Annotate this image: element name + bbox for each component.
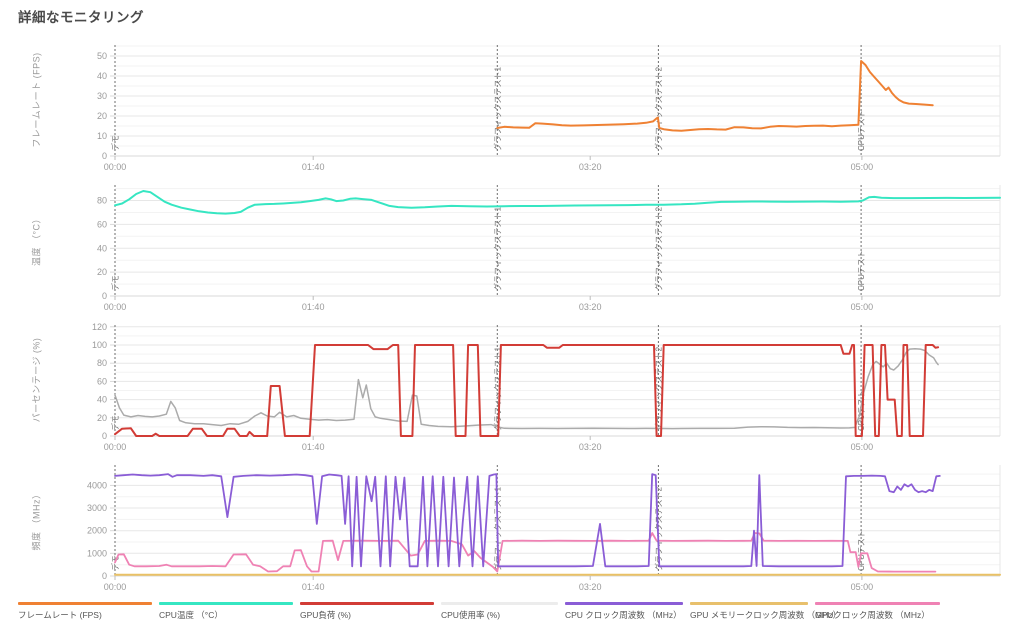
svg-text:03:20: 03:20 xyxy=(579,582,602,592)
legend-color-bar xyxy=(18,602,152,605)
page-title: 詳細なモニタリング xyxy=(18,10,144,25)
svg-text:グラフィックステスト1: グラフィックステスト1 xyxy=(492,66,502,151)
svg-text:50: 50 xyxy=(97,51,107,61)
legend-color-bar xyxy=(690,602,808,605)
svg-text:05:00: 05:00 xyxy=(851,162,874,172)
svg-text:40: 40 xyxy=(97,395,107,405)
svg-text:10: 10 xyxy=(97,131,107,141)
svg-text:00:00: 00:00 xyxy=(104,582,127,592)
svg-text:00:00: 00:00 xyxy=(104,442,127,452)
svg-text:20: 20 xyxy=(97,267,107,277)
svg-text:1000: 1000 xyxy=(87,548,107,558)
svg-text:3000: 3000 xyxy=(87,503,107,513)
svg-text:4000: 4000 xyxy=(87,480,107,490)
svg-text:01:40: 01:40 xyxy=(302,442,325,452)
legend-item-label: フレームレート (FPS) xyxy=(18,610,102,620)
legend-item-1[interactable]: CPU温度 （°C） xyxy=(159,602,293,621)
legend-item-label: CPU クロック周波数 （MHz） xyxy=(565,610,682,620)
temperature-plot[interactable]: 0 20 40 60 80 00:00 01:40 03:20 05:00 デモ グラフィックステス… xyxy=(0,182,1023,322)
temperature-chart-row: 温度 （°C） 0 20 40 60 80 00:00 01:40 03:20 05:00 デモグ… xyxy=(0,182,1023,322)
svg-text:CPUテスト: CPUテスト xyxy=(857,110,866,151)
percentage-chart-row: パーセンテージ (%) 0 20 40 60 80 100 120 00:00 01:40 03:… xyxy=(0,322,1023,462)
svg-text:05:00: 05:00 xyxy=(851,582,874,592)
svg-text:CPUテスト: CPUテスト xyxy=(857,390,866,431)
framerate-plot[interactable]: 0 10 20 30 40 50 00:00 01:40 03:20 05:00 デモ グラフィックス… xyxy=(0,42,1023,182)
legend-color-bar xyxy=(441,602,558,605)
percentage-plot[interactable]: 0 20 40 60 80 100 120 00:00 01:40 03:20 05:00 デモ グラフ… xyxy=(0,322,1023,462)
svg-text:03:20: 03:20 xyxy=(579,442,602,452)
legend-item-6[interactable]: GPUクロック周波数 （MHz） xyxy=(815,602,940,621)
svg-text:CPUテスト: CPUテスト xyxy=(857,530,866,571)
svg-text:0: 0 xyxy=(102,151,107,161)
legend-item-2[interactable]: GPU負荷 (%) xyxy=(300,602,434,621)
svg-text:グラフィックステスト2: グラフィックステスト2 xyxy=(653,206,663,291)
svg-text:60: 60 xyxy=(97,219,107,229)
chart-legend: フレームレート (FPS) CPU温度 （°C） GPU負荷 (%) CPU使用率 (… xyxy=(18,602,1008,626)
svg-text:01:40: 01:40 xyxy=(302,162,325,172)
legend-item-label: CPU使用率 (%) xyxy=(441,610,501,620)
svg-text:05:00: 05:00 xyxy=(851,442,874,452)
svg-text:00:00: 00:00 xyxy=(104,302,127,312)
svg-text:30: 30 xyxy=(97,91,107,101)
frequency-chart-row: 頻度 （MHz） 0 1000 2000 3000 4000 00:00 01:40 03:2… xyxy=(0,462,1023,602)
legend-item-label: CPU温度 （°C） xyxy=(159,610,223,620)
svg-text:デモ: デモ xyxy=(110,135,120,151)
svg-text:0: 0 xyxy=(102,431,107,441)
legend-item-3[interactable]: CPU使用率 (%) xyxy=(441,602,558,621)
svg-text:05:00: 05:00 xyxy=(851,302,874,312)
svg-text:20: 20 xyxy=(97,413,107,423)
legend-color-bar xyxy=(815,602,940,605)
svg-text:グラフィックステスト2: グラフィックステスト2 xyxy=(653,346,663,431)
legend-color-bar xyxy=(300,602,434,605)
svg-text:0: 0 xyxy=(102,291,107,301)
svg-text:デモ: デモ xyxy=(110,275,120,291)
legend-color-bar xyxy=(565,602,683,605)
svg-text:01:40: 01:40 xyxy=(302,582,325,592)
legend-item-4[interactable]: CPU クロック周波数 （MHz） xyxy=(565,602,683,621)
svg-text:120: 120 xyxy=(92,322,107,332)
svg-text:03:20: 03:20 xyxy=(579,162,602,172)
svg-text:グラフィックステスト1: グラフィックステスト1 xyxy=(492,206,502,291)
svg-text:80: 80 xyxy=(97,358,107,368)
legend-color-bar xyxy=(159,602,293,605)
svg-text:グラフィックステスト2: グラフィックステスト2 xyxy=(653,66,663,151)
svg-text:0: 0 xyxy=(102,571,107,581)
svg-text:2000: 2000 xyxy=(87,526,107,536)
svg-text:CPUテスト: CPUテスト xyxy=(857,250,866,291)
legend-item-label: GPU負荷 (%) xyxy=(300,610,352,620)
svg-text:00:00: 00:00 xyxy=(104,162,127,172)
svg-text:40: 40 xyxy=(97,243,107,253)
framerate-chart-row: フレームレート (FPS) 0 10 20 30 40 50 00:00 01:40 03:20… xyxy=(0,42,1023,182)
svg-text:80: 80 xyxy=(97,196,107,206)
svg-text:40: 40 xyxy=(97,71,107,81)
legend-item-0[interactable]: フレームレート (FPS) xyxy=(18,602,152,621)
monitoring-charts: フレームレート (FPS) 0 10 20 30 40 50 00:00 01:40 03:20… xyxy=(0,42,1023,602)
legend-item-5[interactable]: GPU メモリークロック周波数 （MHz） xyxy=(690,602,842,621)
svg-text:01:40: 01:40 xyxy=(302,302,325,312)
svg-text:20: 20 xyxy=(97,111,107,121)
svg-text:60: 60 xyxy=(97,376,107,386)
frequency-plot[interactable]: 0100020003000400000:00 01:40 03:20 05:00デモグ… xyxy=(0,462,1023,602)
svg-text:100: 100 xyxy=(92,340,107,350)
legend-item-label: GPU メモリークロック周波数 （MHz） xyxy=(690,610,842,620)
svg-text:デモ: デモ xyxy=(110,415,120,431)
legend-item-label: GPUクロック周波数 （MHz） xyxy=(815,610,930,620)
svg-text:03:20: 03:20 xyxy=(579,302,602,312)
svg-text:グラフィックステスト1: グラフィックステスト1 xyxy=(492,346,502,431)
